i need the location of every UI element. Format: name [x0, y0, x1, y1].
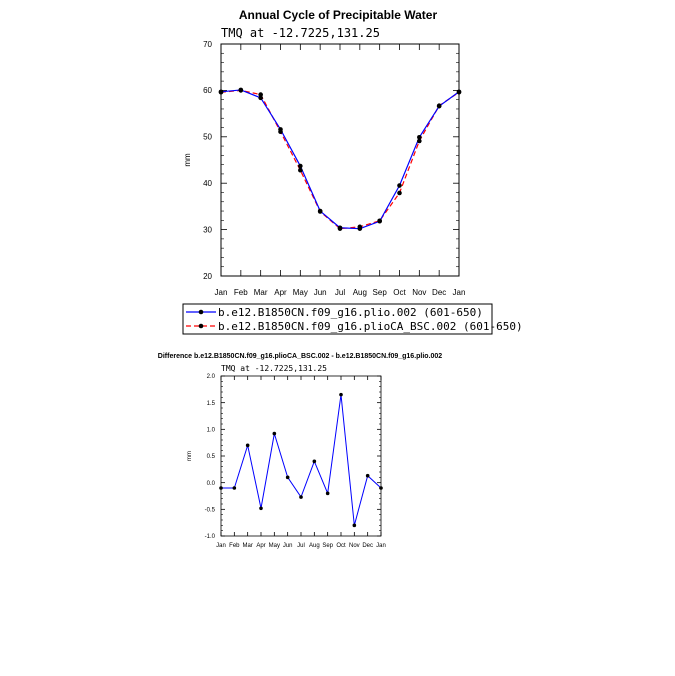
x-tick-label: Aug — [353, 288, 367, 297]
x-tick-label: Jan — [453, 288, 466, 297]
series-line-0 — [220, 89, 460, 230]
data-point — [298, 163, 303, 169]
x-tick-label: Oct — [336, 543, 346, 549]
x-tick-label: Nov — [349, 543, 360, 549]
data-point — [397, 183, 402, 188]
legend-box — [182, 303, 493, 335]
diff-series-points — [219, 392, 383, 528]
x-tick-label: Aug — [309, 543, 320, 549]
series-line-0 — [221, 394, 382, 526]
legend-label-control: b.e12.B1850CN.f09_g16.plio.002 (601-650) — [218, 306, 483, 319]
x-tick-label: Jan — [215, 288, 228, 297]
x-tick-label: May — [293, 288, 308, 297]
x-tick-label: Feb — [234, 288, 248, 297]
y-tick-label: 30 — [203, 225, 212, 234]
x-tick-label: Mar — [254, 288, 268, 297]
x-tick-label: Nov — [412, 288, 426, 297]
x-tick-label: Jul — [297, 543, 305, 549]
x-tick-label: Sep — [373, 288, 388, 297]
data-point — [299, 495, 303, 499]
y-tick-label: 40 — [203, 179, 212, 188]
data-point — [456, 89, 462, 95]
data-point — [272, 431, 277, 436]
data-point — [312, 459, 317, 464]
data-point — [337, 226, 343, 231]
x-tick-label: Sep — [322, 543, 333, 549]
diff-chart: Difference b.e12.B1850CN.f09_g16.plioCA_… — [158, 353, 443, 549]
data-point — [357, 224, 363, 230]
x-tick-label: Jul — [335, 288, 345, 297]
data-point — [339, 392, 343, 397]
legend-marker-experiment — [198, 323, 204, 329]
data-point — [352, 523, 357, 528]
main-series-points — [218, 87, 462, 231]
data-point — [285, 475, 290, 480]
main-axis-ticks: Jan Feb Mar Apr May Jun Jul Aug Sep Oct Nov Dec Jan2… — [203, 40, 465, 297]
x-tick-label: Feb — [229, 543, 240, 549]
x-tick-label: Apr — [256, 543, 265, 549]
x-tick-label: May — [269, 543, 280, 549]
diff-plot-frame — [220, 375, 382, 537]
x-tick-label: Jun — [283, 543, 293, 549]
data-point — [278, 129, 283, 134]
y-tick-label: 2.0 — [207, 374, 216, 380]
main-chart: Annual Cycle of Precipitable Water TMQ a… — [183, 8, 465, 297]
y-tick-label: 20 — [203, 272, 212, 281]
x-tick-label: Jun — [314, 288, 327, 297]
y-tick-label: 60 — [203, 86, 212, 95]
y-tick-label: 1.0 — [207, 427, 216, 433]
series-line-1 — [220, 89, 460, 230]
main-chart-title: Annual Cycle of Precipitable Water — [239, 8, 438, 22]
data-point — [245, 443, 250, 448]
data-point — [258, 95, 263, 101]
data-point — [436, 103, 442, 109]
diff-chart-subtitle: TMQ at -12.7225,131.25 — [221, 364, 327, 373]
x-tick-label: Jan — [216, 543, 226, 549]
data-point — [259, 506, 263, 511]
y-tick-label: 70 — [203, 40, 212, 49]
data-point — [219, 486, 223, 490]
data-point — [238, 88, 244, 93]
data-point — [317, 209, 323, 214]
diff-y-axis-label: mm — [187, 451, 193, 461]
data-point — [397, 190, 402, 196]
y-tick-label: 0.5 — [207, 454, 216, 460]
y-tick-label: -1.0 — [205, 534, 216, 540]
main-series-lines — [220, 89, 460, 230]
data-point — [379, 486, 383, 490]
data-point — [365, 473, 370, 478]
main-y-axis-label: mm — [183, 153, 192, 167]
data-point — [298, 167, 303, 173]
diff-chart-title: Difference b.e12.B1850CN.f09_g16.plioCA_… — [158, 353, 443, 360]
data-point — [325, 491, 330, 496]
x-tick-label: Apr — [274, 288, 287, 297]
y-tick-label: 50 — [203, 133, 212, 142]
x-tick-label: Dec — [362, 543, 373, 549]
main-plot-frame — [220, 43, 460, 277]
main-chart-subtitle: TMQ at -12.7225,131.25 — [221, 26, 380, 40]
legend-marker-control — [198, 309, 204, 315]
y-tick-label: 1.5 — [207, 401, 216, 407]
data-point — [377, 218, 382, 224]
main-legend: b.e12.B1850CN.f09_g16.plio.002 (601-650)… — [182, 303, 523, 335]
y-tick-label: -0.5 — [205, 507, 216, 513]
diff-axis-ticks: Jan Feb Mar Apr May Jun Jul Aug Sep Oct Nov Dec Jan-… — [205, 374, 386, 549]
y-tick-label: 0.0 — [207, 481, 216, 487]
diff-series-lines — [221, 394, 382, 526]
data-point — [218, 89, 224, 95]
x-tick-label: Mar — [242, 543, 252, 549]
data-point — [258, 92, 263, 97]
x-tick-label: Dec — [432, 288, 446, 297]
data-point — [417, 138, 422, 144]
data-point — [232, 486, 237, 490]
x-tick-label: Jan — [376, 543, 386, 549]
x-tick-label: Oct — [393, 288, 406, 297]
data-point — [417, 134, 422, 140]
legend-label-experiment: b.e12.B1850CN.f09_g16.plioCA_BSC.002 (60… — [218, 320, 523, 333]
